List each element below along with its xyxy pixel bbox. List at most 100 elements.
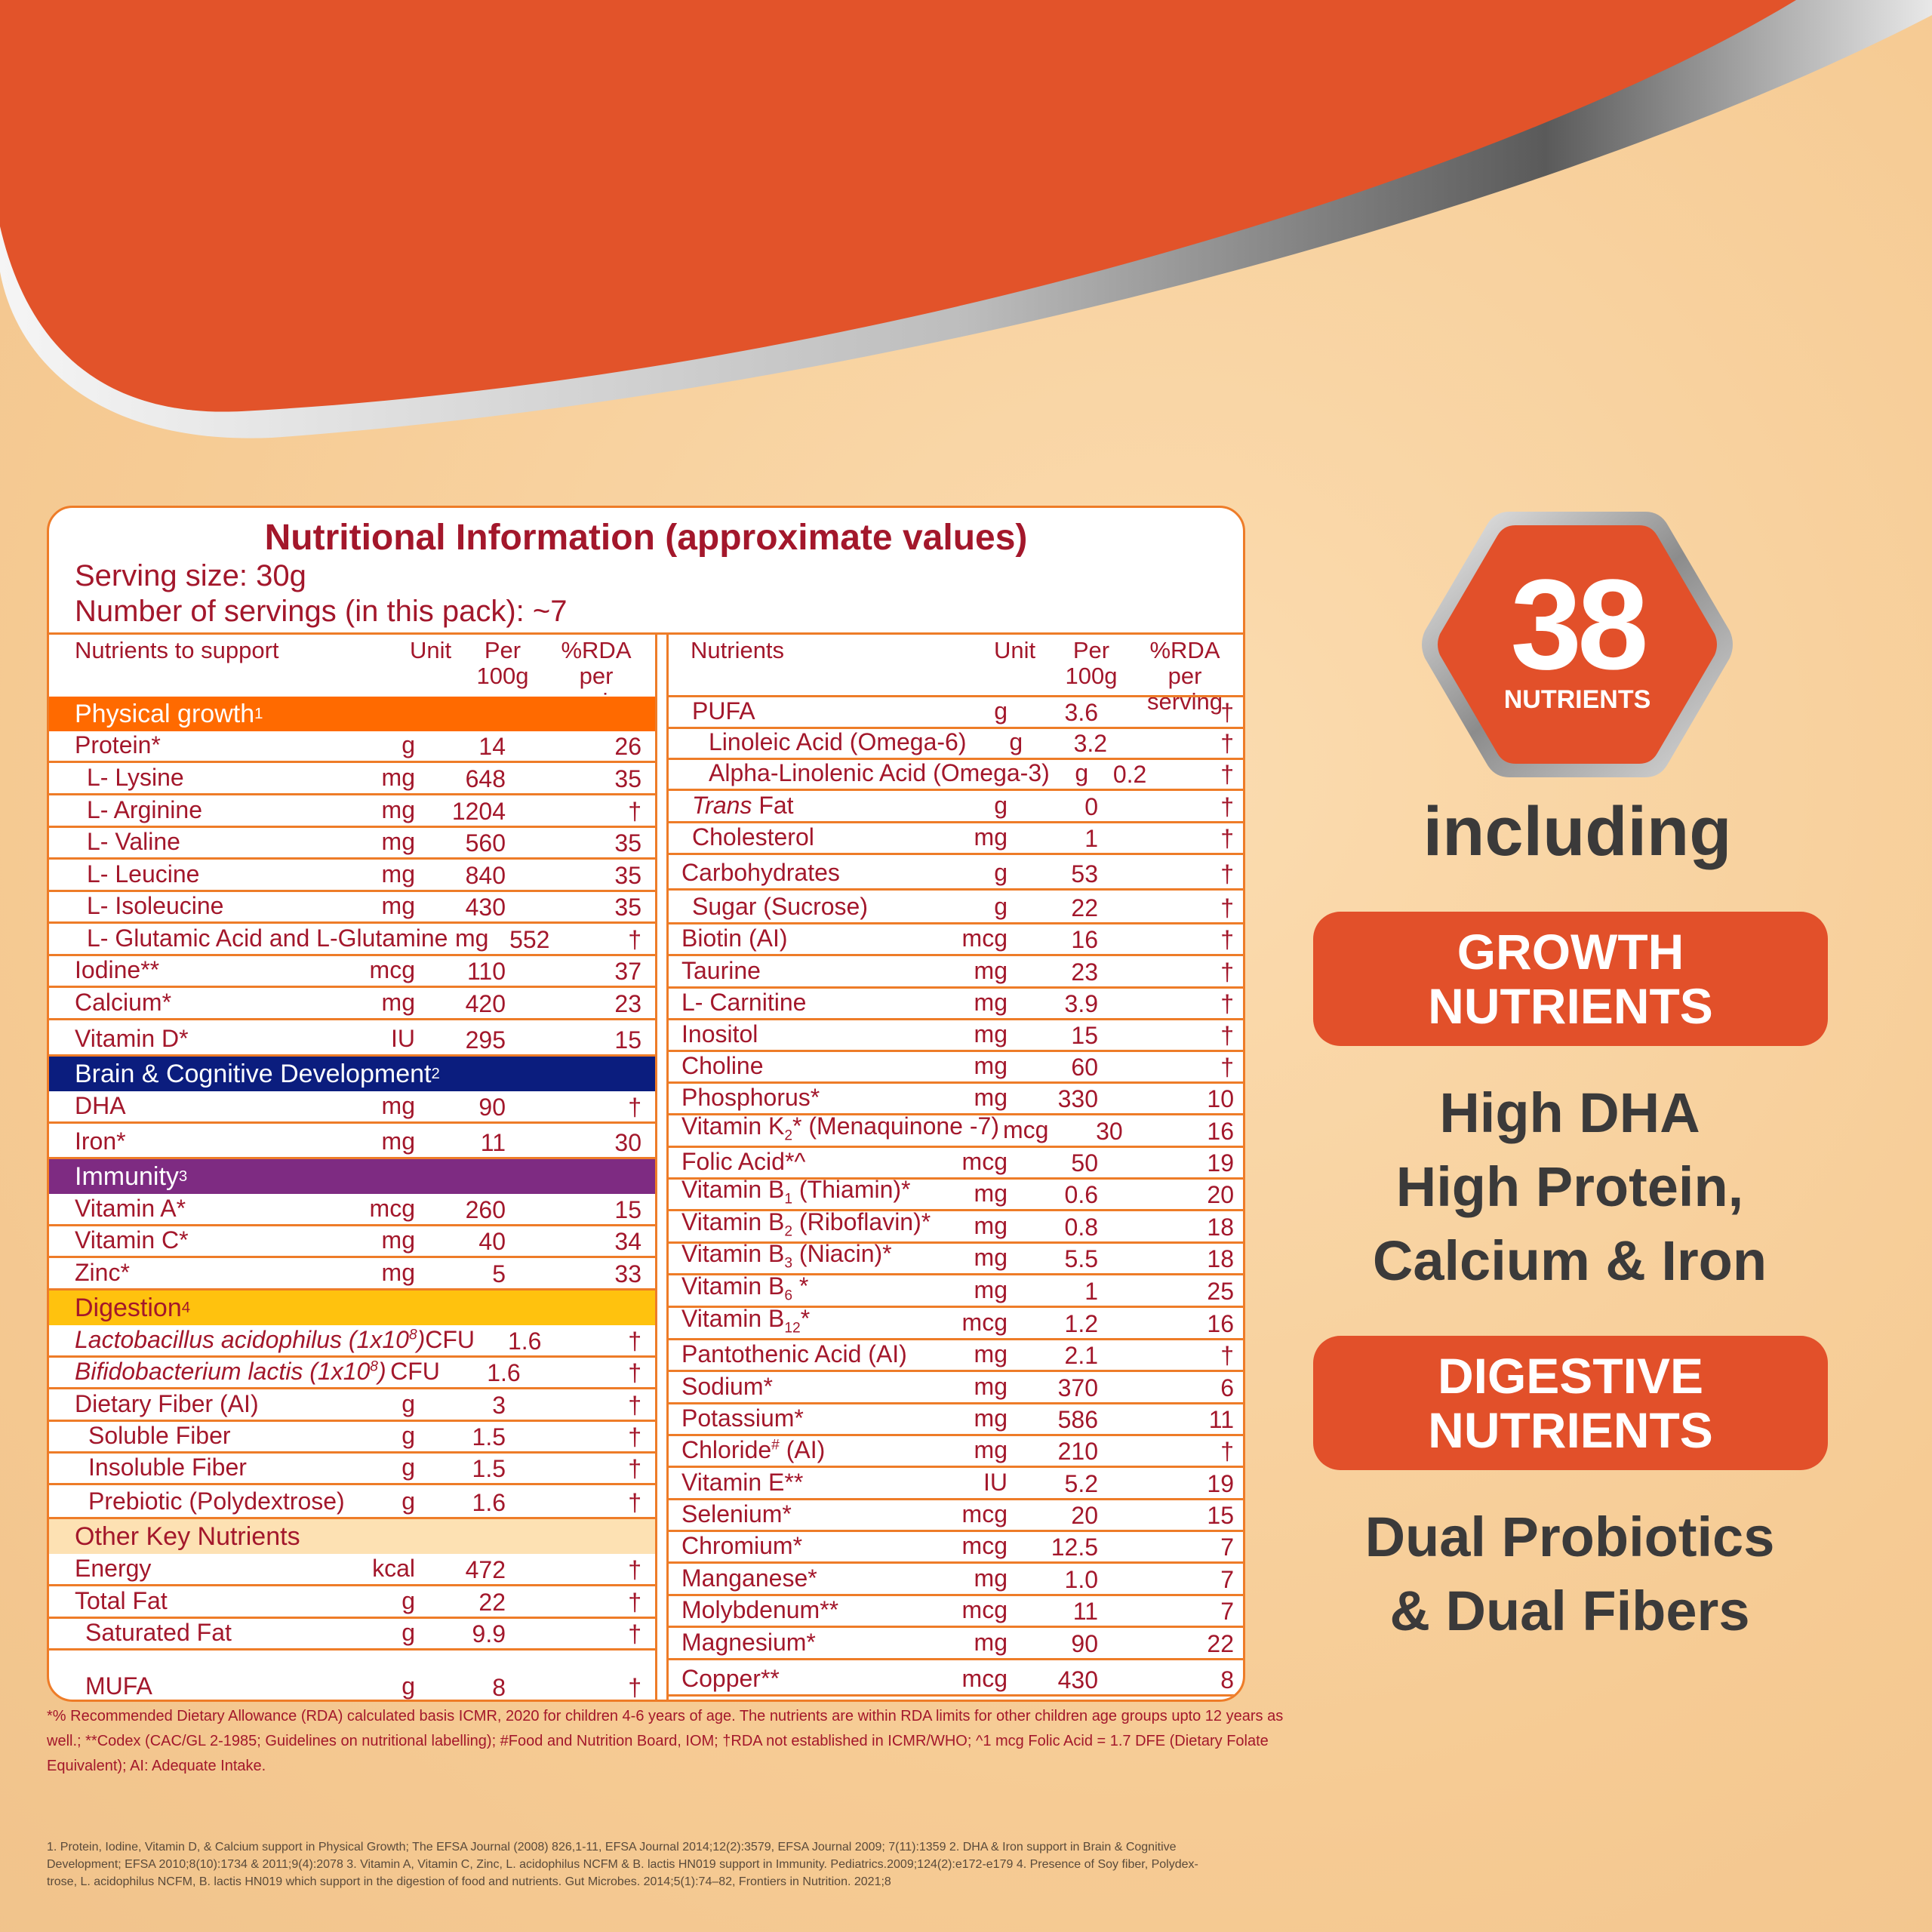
unit-cell: mg xyxy=(974,1629,1008,1656)
nutrient-name-text: Choline xyxy=(681,1052,764,1079)
unit-cell: mg xyxy=(381,764,415,791)
rda-cell: 20 xyxy=(1207,1181,1234,1208)
nutrient-name: Alpha-Linolenic Acid (Omega-3) xyxy=(666,759,1050,789)
rda-cell: † xyxy=(1220,894,1234,921)
table-row: Vitamin A* mcg 260 15 xyxy=(49,1194,655,1226)
table-row: Taurine mg 23 † xyxy=(666,956,1243,989)
rda-cell: † xyxy=(1220,1022,1234,1049)
badge-label: NUTRIENTS xyxy=(1503,685,1651,714)
nutrient-name: Inositol xyxy=(666,1020,947,1050)
nutrient-name: Potassium* xyxy=(666,1404,947,1434)
nutrient-name-suffix: (Thiamin)* xyxy=(792,1175,911,1203)
table-row: Vitamin B6 * mg 1 25 xyxy=(666,1272,1243,1308)
table-row: L- Glutamic Acid and L-Glutamine mg 552 † xyxy=(49,924,655,956)
per-100g-cell: 2.1 xyxy=(1064,1342,1098,1369)
unit-cell: mcg xyxy=(961,1532,1008,1559)
table-row: Energy kcal 472 † xyxy=(49,1554,655,1586)
nutrient-name-text: Copper** xyxy=(681,1665,780,1692)
rda-cell: † xyxy=(628,1392,641,1419)
rda-cell: † xyxy=(1220,1054,1234,1081)
nutrient-name: L- Arginine xyxy=(49,796,355,826)
unit-cell: mcg xyxy=(961,1500,1008,1527)
subscript: 1 xyxy=(784,1191,793,1207)
rda-footnote: *% Recommended Dietary Allowance (RDA) c… xyxy=(47,1704,1283,1779)
unit-cell: mg xyxy=(974,823,1008,851)
table-row: Copper** mcg 430 8 xyxy=(666,1660,1243,1697)
per-100g-cell: 3.9 xyxy=(1064,990,1098,1017)
nutrient-name-suffix: * xyxy=(792,1272,809,1300)
per-100g-cell: 1.0 xyxy=(1064,1566,1098,1593)
nutrient-name: Iodine** xyxy=(49,956,355,986)
nutrient-name-text: Zinc* xyxy=(75,1259,130,1286)
nutrient-name-suffix: * (Menaquinone -7) xyxy=(792,1112,999,1140)
per-100g-cell: 260 xyxy=(465,1196,506,1223)
unit-cell: g xyxy=(401,1487,415,1515)
rda-cell: 37 xyxy=(614,958,641,985)
nutrient-name-text: L- Isoleucine xyxy=(87,892,224,919)
growth-nutrients-pill: GROWTH NUTRIENTS xyxy=(1313,912,1828,1046)
unit-cell: mg xyxy=(974,1212,1008,1239)
table-row: Vitamin B2 (Riboflavin)* mg 0.8 18 xyxy=(666,1208,1243,1244)
unit-cell: IU xyxy=(391,1025,415,1052)
orange-swoosh xyxy=(0,0,1796,412)
table-row: Vitamin B1 (Thiamin)* mg 0.6 20 xyxy=(666,1176,1243,1211)
per-100g-cell: 12.5 xyxy=(1051,1534,1098,1561)
nutrient-name-text: Alpha-Linolenic Acid (Omega-3) xyxy=(709,759,1050,786)
badge-number: 38 xyxy=(1510,553,1648,697)
left-header-per: Per 100g xyxy=(475,638,530,689)
rda-cell: 11 xyxy=(1208,1406,1234,1433)
nutrient-name: L- Lysine xyxy=(49,764,355,793)
rda-cell: 19 xyxy=(1207,1470,1234,1497)
nutrient-name-text: Pantothenic Acid (AI) xyxy=(681,1340,907,1367)
nutrient-name-text: Soluble Fiber xyxy=(88,1422,231,1449)
rda-cell: † xyxy=(628,1423,641,1451)
per-100g-cell: 430 xyxy=(1057,1666,1098,1694)
nutrient-name-text: Vitamin B xyxy=(681,1239,785,1267)
nutrient-name-text: Bifidobacterium lactis (1x10 xyxy=(75,1358,371,1385)
nutrient-name-suffix: (Riboflavin)* xyxy=(792,1208,931,1235)
rda-cell: 7 xyxy=(1220,1534,1234,1561)
unit-cell: mcg xyxy=(369,1195,415,1222)
unit-cell: g xyxy=(994,792,1008,819)
per-100g-cell: 472 xyxy=(465,1556,506,1583)
rda-cell: † xyxy=(1220,825,1234,852)
unit-cell: mg xyxy=(974,1373,1008,1400)
table-row: Vitamin D* IU 295 15 xyxy=(49,1020,655,1057)
rda-cell: † xyxy=(628,1327,641,1355)
rda-cell: † xyxy=(1220,793,1234,820)
growth-pill-line-2: NUTRIENTS xyxy=(1428,978,1713,1034)
nutrient-name: Total Fat xyxy=(49,1587,355,1617)
per-100g-cell: 8 xyxy=(492,1674,506,1701)
rda-cell: † xyxy=(1220,860,1234,888)
per-100g-cell: 16 xyxy=(1071,926,1098,953)
rda-cell: 30 xyxy=(614,1129,641,1156)
rda-cell: † xyxy=(628,926,641,953)
table-row: Trans Fat g 0 † xyxy=(666,791,1243,823)
nutrient-name-suffix: (AI) xyxy=(779,1436,826,1463)
superscript: 8 xyxy=(370,1358,378,1375)
nutrient-name-text: Vitamin B xyxy=(681,1208,785,1235)
per-100g-cell: 20 xyxy=(1071,1502,1098,1529)
serving-size: Serving size: 30g xyxy=(75,559,306,592)
rda-cell: 6 xyxy=(1220,1374,1234,1401)
growth-pill-line-1: GROWTH xyxy=(1457,924,1684,980)
section-immunity: Immunity 3 xyxy=(49,1159,655,1194)
unit-cell: CFU xyxy=(390,1358,440,1385)
unit-cell: mg xyxy=(974,957,1008,984)
rda-cell: † xyxy=(1220,1438,1234,1465)
nutrient-name: Iron* xyxy=(49,1128,355,1157)
nutrient-name-text: Cholesterol xyxy=(692,823,814,851)
table-row: L- Carnitine mg 3.9 † xyxy=(666,989,1243,1020)
left-header-per-line1: Per xyxy=(484,637,521,663)
nutrient-name-text: L- Glutamic Acid and L-Glutamine xyxy=(87,924,448,952)
digestive-benefit-1: Dual Probiotics xyxy=(1364,1506,1775,1568)
unit-cell: g xyxy=(1075,759,1089,786)
nutrient-name: Manganese* xyxy=(666,1564,947,1594)
rda-cell: † xyxy=(628,1489,641,1516)
table-row: Chloride# (AI) mg 210 † xyxy=(666,1436,1243,1468)
nutrient-name-text: Phosphorus* xyxy=(681,1084,820,1111)
rda-cell: 25 xyxy=(1207,1278,1234,1305)
section-other-label: Other Key Nutrients xyxy=(75,1521,300,1551)
table-row: Pantothenic Acid (AI) mg 2.1 † xyxy=(666,1340,1243,1372)
nutrient-name: Chloride# (AI) xyxy=(666,1436,947,1466)
